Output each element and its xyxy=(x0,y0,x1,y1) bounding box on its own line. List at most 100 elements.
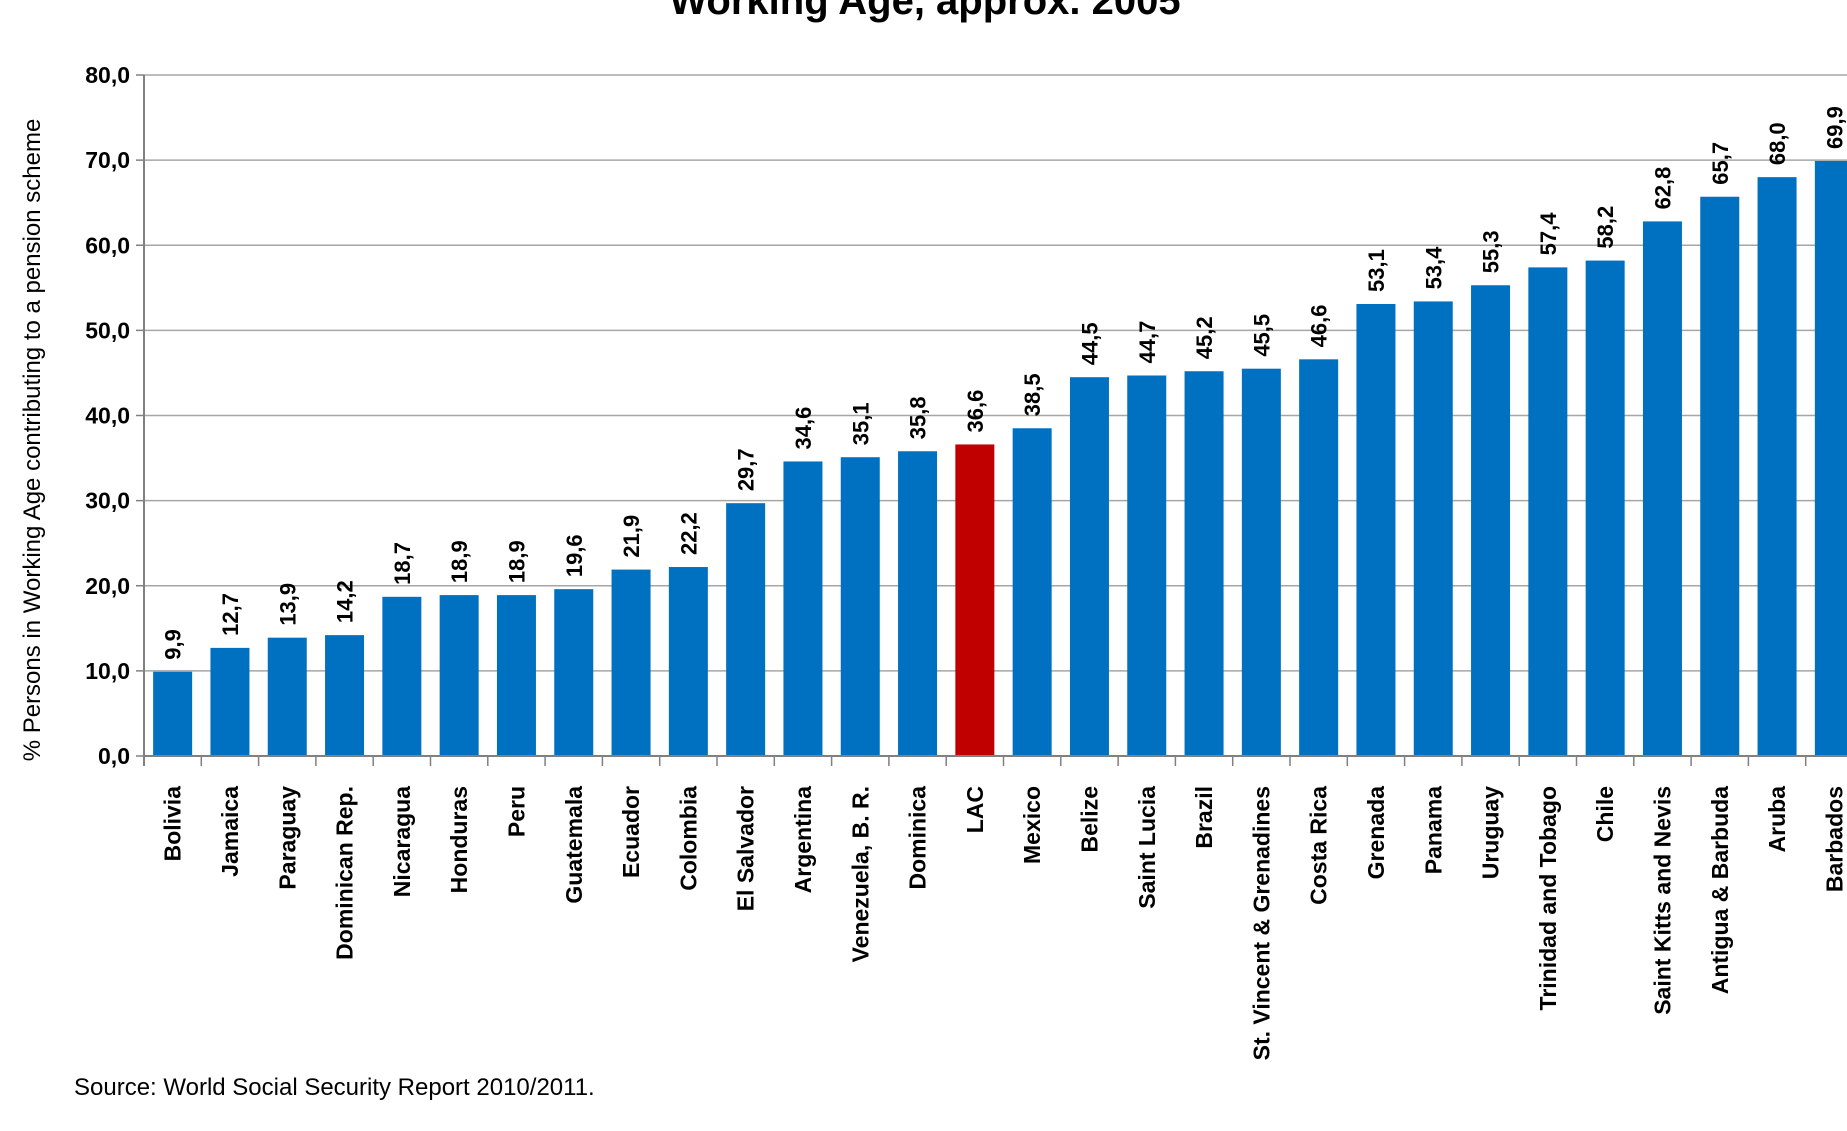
x-tick-label: Venezuela, B. R. xyxy=(847,786,873,962)
bar-26 xyxy=(1642,221,1682,757)
data-label: 45,5 xyxy=(1249,314,1274,357)
data-label: 34,6 xyxy=(791,407,816,450)
x-tick-label: Antigua & Barbuda xyxy=(1707,786,1733,994)
data-label: 18,9 xyxy=(447,540,472,583)
bar-13 xyxy=(898,451,938,756)
data-label: 58,2 xyxy=(1593,206,1618,249)
data-label: 18,7 xyxy=(390,542,415,585)
x-tick-label: Peru xyxy=(503,786,529,837)
x-tick-label: Brazil xyxy=(1191,786,1217,849)
bar-22 xyxy=(1413,301,1453,756)
bar-14 xyxy=(955,444,995,756)
data-label: 69,9 xyxy=(1822,106,1847,149)
data-label: 9,9 xyxy=(161,629,186,660)
y-tick-label: 10,0 xyxy=(85,658,130,684)
bar-17 xyxy=(1127,375,1167,756)
bar-18 xyxy=(1184,371,1224,756)
bar-16 xyxy=(1069,377,1109,756)
data-label: 53,1 xyxy=(1364,249,1389,292)
bar-25 xyxy=(1585,260,1625,756)
data-label: 62,8 xyxy=(1650,167,1675,210)
data-label: 36,6 xyxy=(963,390,988,433)
x-tick-label: Barbados xyxy=(1821,786,1847,892)
bar-15 xyxy=(1012,428,1052,756)
bar-12 xyxy=(840,457,880,756)
x-tick-label: Jamaica xyxy=(217,786,243,877)
data-label: 29,7 xyxy=(734,448,759,491)
bar-2 xyxy=(267,637,307,756)
x-tick-label: Guatemala xyxy=(561,786,587,904)
y-tick-label: 40,0 xyxy=(85,403,130,429)
data-label: 14,2 xyxy=(333,580,358,623)
data-label: 57,4 xyxy=(1536,212,1561,256)
data-label: 65,7 xyxy=(1708,142,1733,185)
bar-28 xyxy=(1757,177,1797,756)
bars xyxy=(153,160,1847,757)
data-labels: 9,9 12,7 13,9 14,2 18,7 18,9 18,9 19,6 21,9 22,2 2… xyxy=(161,106,1847,660)
bar-9 xyxy=(668,567,708,756)
bar-5 xyxy=(439,595,479,756)
data-label: 35,1 xyxy=(848,402,873,445)
x-tick-label: Panama xyxy=(1420,786,1446,874)
x-tick-label: Chile xyxy=(1592,786,1618,842)
data-label: 68,0 xyxy=(1765,122,1790,165)
x-tick-label: Honduras xyxy=(446,786,472,893)
bar-29 xyxy=(1814,160,1847,756)
data-label: 13,9 xyxy=(275,583,300,626)
x-tick-label: Paraguay xyxy=(274,786,300,890)
x-tick-label: Saint Lucia xyxy=(1134,786,1160,909)
data-label: 55,3 xyxy=(1479,230,1504,273)
x-tick-label: Aruba xyxy=(1764,786,1790,853)
bar-3 xyxy=(325,635,365,756)
bar-7 xyxy=(554,589,594,756)
x-tick-label: Colombia xyxy=(675,786,701,891)
y-tick-label: 30,0 xyxy=(85,488,130,514)
x-tick-label: Belize xyxy=(1076,786,1102,852)
y-tick-label: 60,0 xyxy=(85,232,130,258)
data-label: 46,6 xyxy=(1307,304,1332,347)
bar-21 xyxy=(1356,303,1396,756)
bar-23 xyxy=(1471,285,1511,756)
data-label: 53,4 xyxy=(1421,246,1446,290)
x-tick-label: Dominican Rep. xyxy=(332,786,358,960)
data-label: 44,7 xyxy=(1135,321,1160,364)
data-label: 22,2 xyxy=(676,512,701,555)
source-note: Source: World Social Security Report 201… xyxy=(74,1074,595,1101)
x-tick-label: Uruguay xyxy=(1478,786,1504,880)
x-tick-label: Argentina xyxy=(790,786,816,894)
bar-19 xyxy=(1241,368,1281,756)
y-tick-label: 20,0 xyxy=(85,573,130,599)
bar-6 xyxy=(496,595,536,756)
x-tick-label: Mexico xyxy=(1019,786,1045,864)
x-tick-label: Grenada xyxy=(1363,786,1389,880)
data-label: 45,2 xyxy=(1192,316,1217,359)
data-label: 21,9 xyxy=(619,515,644,558)
y-tick-labels: 0,0 10,0 20,0 30,0 40,0 50,0 60,0 70,0 80,0 xyxy=(85,62,130,769)
x-tick-label: Ecuador xyxy=(618,786,644,878)
data-label: 19,6 xyxy=(562,534,587,577)
bar-24 xyxy=(1528,267,1568,756)
y-tick-label: 50,0 xyxy=(85,317,130,343)
x-tick-label: St. Vincent & Grenadines xyxy=(1248,786,1274,1060)
data-label: 12,7 xyxy=(218,593,243,636)
bar-11 xyxy=(783,461,823,756)
x-tick-label: Bolivia xyxy=(160,786,186,862)
bar-20 xyxy=(1299,359,1339,756)
axes xyxy=(143,75,1847,766)
x-tick-label: Costa Rica xyxy=(1306,786,1332,905)
chart-title: Working Age, approx. 2005 xyxy=(669,0,1180,23)
bar-10 xyxy=(726,503,766,756)
y-tick-label: 70,0 xyxy=(85,147,130,173)
y-tick-label: 0,0 xyxy=(98,743,130,769)
data-label: 38,5 xyxy=(1020,373,1045,416)
bar-1 xyxy=(210,647,250,756)
data-label: 44,5 xyxy=(1077,322,1102,365)
y-axis-label: % Persons in Working Age contributing to… xyxy=(19,119,46,762)
x-tick-label: Nicaragua xyxy=(389,786,415,897)
data-label: 35,8 xyxy=(906,396,931,439)
bar-8 xyxy=(611,569,651,756)
x-tick-label: El Salvador xyxy=(733,786,759,911)
x-tick-label: Trinidad and Tobago xyxy=(1535,786,1561,1010)
